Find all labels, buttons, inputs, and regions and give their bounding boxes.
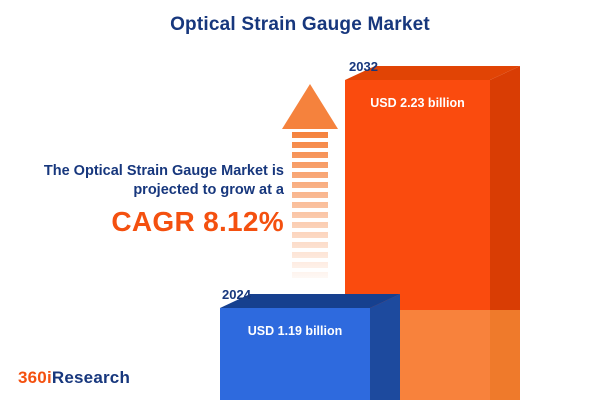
bar-2032-top-face xyxy=(345,66,520,80)
growth-annotation: The Optical Strain Gauge Market is proje… xyxy=(18,162,284,238)
value-label-2024: USD 1.19 billion xyxy=(247,324,343,338)
growth-arrow-shaft-icon xyxy=(292,132,328,278)
bar-2024-side-face xyxy=(370,294,400,400)
annotation-line-2: projected to grow at a xyxy=(133,181,284,198)
value-label-2032: USD 2.23 billion xyxy=(370,96,465,110)
annotation-line-1: The Optical Strain Gauge Market is xyxy=(43,163,284,179)
brand-logo-prefix: 360i xyxy=(18,368,52,387)
brand-logo: 360iResearch xyxy=(18,368,130,388)
bar-2032-side-face xyxy=(490,66,520,400)
year-label-2024: 2024 xyxy=(222,287,251,302)
brand-logo-suffix: Research xyxy=(51,368,131,387)
bar-2024-top-face xyxy=(220,294,400,308)
growth-arrow-head-icon xyxy=(282,84,338,129)
bar-2024 xyxy=(220,308,370,400)
year-label-2032: 2032 xyxy=(349,59,378,74)
page-title: Optical Strain Gauge Market xyxy=(170,14,430,35)
cagr-value: CAGR 8.12% xyxy=(111,206,284,238)
